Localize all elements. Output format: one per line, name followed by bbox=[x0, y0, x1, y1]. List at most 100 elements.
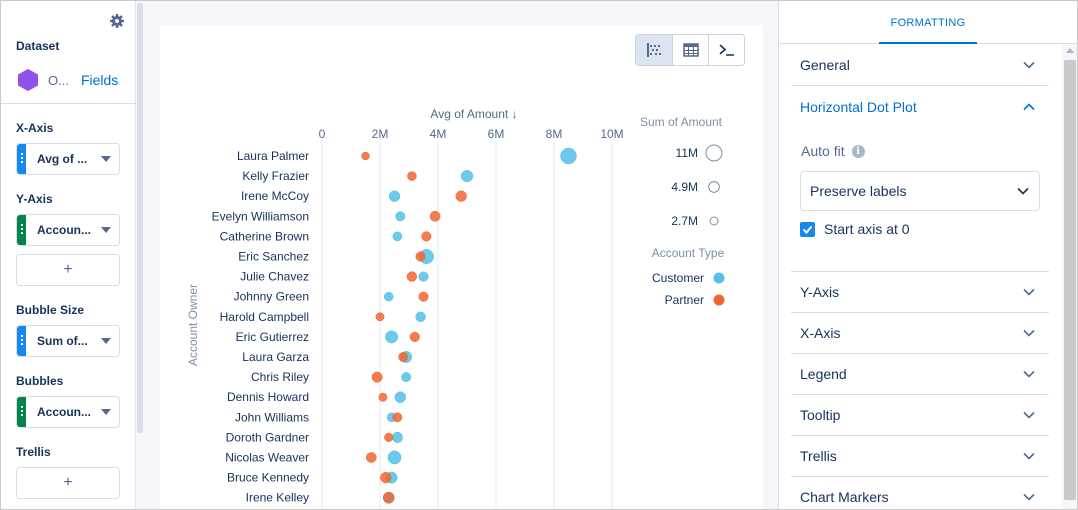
section-legend[interactable]: Legend bbox=[791, 354, 1049, 395]
section-horizontal-dot-plot[interactable]: Horizontal Dot Plot bbox=[791, 86, 1049, 127]
bubble-size-field-pill[interactable]: Sum of... bbox=[16, 325, 120, 357]
scroll-up-icon[interactable] bbox=[1066, 48, 1074, 53]
start-axis-checkbox[interactable] bbox=[800, 221, 815, 237]
info-icon[interactable]: i bbox=[851, 144, 865, 158]
fields-link[interactable]: Fields bbox=[80, 72, 119, 88]
chart-view-button[interactable] bbox=[636, 35, 672, 65]
x-axis-label: X-Axis bbox=[16, 121, 54, 135]
table-view-button[interactable] bbox=[672, 35, 708, 65]
y-axis-field-pill[interactable]: Accoun... bbox=[16, 214, 120, 246]
section-label: General bbox=[800, 57, 850, 73]
data-point-customer bbox=[394, 391, 407, 403]
bubble-size-label: Bubble Size bbox=[16, 303, 85, 317]
drag-handle-icon[interactable] bbox=[17, 326, 26, 356]
color-legend-marker bbox=[713, 272, 725, 284]
size-legend-label: 4.9M bbox=[671, 180, 698, 194]
x-axis-field-name: Avg of ... bbox=[37, 152, 88, 166]
drag-handle-icon[interactable] bbox=[17, 144, 26, 174]
color-legend-label: Partner bbox=[665, 293, 704, 307]
auto-fit-select[interactable]: Preserve labels bbox=[800, 171, 1040, 211]
trellis-label: Trellis bbox=[16, 445, 51, 459]
data-point-customer bbox=[383, 291, 394, 302]
category-label: Julie Chavez bbox=[240, 270, 309, 284]
data-point-partner bbox=[378, 392, 388, 402]
add-y-axis-button[interactable]: + bbox=[16, 254, 120, 286]
category-label: Bruce Kennedy bbox=[227, 471, 309, 485]
dataset-name[interactable]: O... bbox=[48, 72, 69, 88]
category-label: Irene Kelley bbox=[246, 491, 309, 505]
chevron-down-icon[interactable] bbox=[101, 156, 111, 162]
scrollbar-thumb[interactable] bbox=[1064, 60, 1076, 500]
tab-formatting[interactable]: FORMATTING bbox=[879, 1, 977, 44]
category-label: Kelly Frazier bbox=[242, 169, 309, 183]
x-axis-field-pill[interactable]: Avg of ... bbox=[16, 143, 120, 175]
category-label: Harold Campbell bbox=[220, 310, 309, 324]
chevron-down-icon bbox=[1023, 411, 1035, 419]
section-trellis[interactable]: Trellis bbox=[791, 436, 1049, 477]
section-divider-row bbox=[791, 231, 1049, 272]
size-legend-label: 2.7M bbox=[671, 214, 698, 228]
start-axis-checkbox-row[interactable]: Start axis at 0 bbox=[800, 221, 910, 237]
formatting-panel: FORMATTING General Horizontal Dot Plot A… bbox=[778, 1, 1077, 509]
start-axis-label: Start axis at 0 bbox=[824, 221, 910, 237]
query-view-button[interactable] bbox=[708, 35, 744, 65]
size-legend-marker bbox=[705, 144, 723, 162]
x-tick-label: 4M bbox=[430, 127, 447, 141]
size-legend-title: Sum of Amount bbox=[640, 115, 723, 129]
category-label: Evelyn Williamson bbox=[212, 209, 309, 223]
data-point-partner bbox=[429, 210, 441, 222]
drag-handle-icon[interactable] bbox=[17, 397, 26, 427]
section-y-axis[interactable]: Y-Axis bbox=[791, 272, 1049, 313]
section-label: Y-Axis bbox=[800, 284, 840, 300]
checkmark-icon bbox=[802, 225, 813, 234]
data-point-partner bbox=[392, 412, 403, 423]
category-label: Chris Riley bbox=[251, 370, 309, 384]
data-point-customer bbox=[395, 211, 406, 222]
data-point-partner bbox=[418, 291, 429, 302]
query-icon bbox=[718, 44, 734, 56]
chevron-down-icon bbox=[1023, 493, 1035, 501]
chevron-down-icon[interactable] bbox=[101, 338, 111, 344]
section-x-axis[interactable]: X-Axis bbox=[791, 313, 1049, 354]
size-legend-marker bbox=[708, 181, 720, 193]
add-trellis-button[interactable]: + bbox=[16, 467, 120, 499]
section-general[interactable]: General bbox=[791, 45, 1049, 86]
chevron-down-icon bbox=[1023, 288, 1035, 296]
right-scrollbar[interactable] bbox=[1062, 44, 1077, 509]
section-label: Chart Markers bbox=[800, 489, 889, 505]
scrollbar-thumb[interactable] bbox=[137, 3, 143, 433]
x-tick-label: 0 bbox=[319, 127, 326, 141]
view-toggle bbox=[635, 34, 745, 66]
data-point-partner bbox=[371, 371, 383, 383]
gear-icon[interactable] bbox=[109, 13, 125, 29]
dataset-row: O... Fields bbox=[16, 67, 131, 93]
chevron-down-icon bbox=[1023, 329, 1035, 337]
dot-plot-chart: 0 2M 4M 6M 8M 10M Avg of Amount ↓ Account Owner… bbox=[186, 107, 725, 509]
chevron-down-icon[interactable] bbox=[101, 227, 111, 233]
chevron-down-icon bbox=[1023, 61, 1035, 69]
chevron-down-icon bbox=[1017, 187, 1029, 195]
data-point-customer bbox=[391, 431, 403, 443]
category-label: Laura Palmer bbox=[237, 149, 309, 163]
data-point-partner bbox=[455, 190, 467, 202]
data-point-partner bbox=[421, 231, 432, 242]
x-tick-label: 8M bbox=[546, 127, 563, 141]
data-point-partner bbox=[406, 271, 418, 282]
chevron-down-icon[interactable] bbox=[101, 409, 111, 415]
section-chart-markers[interactable]: Chart Markers bbox=[791, 477, 1049, 509]
y-axis-label: Y-Axis bbox=[16, 192, 53, 206]
left-scrollbar[interactable] bbox=[136, 1, 144, 509]
category-label: Eric Gutierrez bbox=[236, 330, 309, 344]
auto-fit-row: Auto fit i bbox=[801, 143, 865, 159]
drag-handle-icon[interactable] bbox=[17, 215, 26, 245]
section-tooltip[interactable]: Tooltip bbox=[791, 395, 1049, 436]
chart-card: 0 2M 4M 6M 8M 10M Avg of Amount ↓ Account Owner… bbox=[160, 25, 763, 509]
data-point-customer bbox=[388, 190, 401, 202]
data-point-customer bbox=[560, 147, 577, 165]
bubbles-field-pill[interactable]: Accoun... bbox=[16, 396, 120, 428]
data-point-partner bbox=[409, 331, 420, 342]
section-label: X-Axis bbox=[800, 325, 841, 341]
category-label: Laura Garza bbox=[242, 350, 309, 364]
bubbles-label: Bubbles bbox=[16, 374, 64, 388]
